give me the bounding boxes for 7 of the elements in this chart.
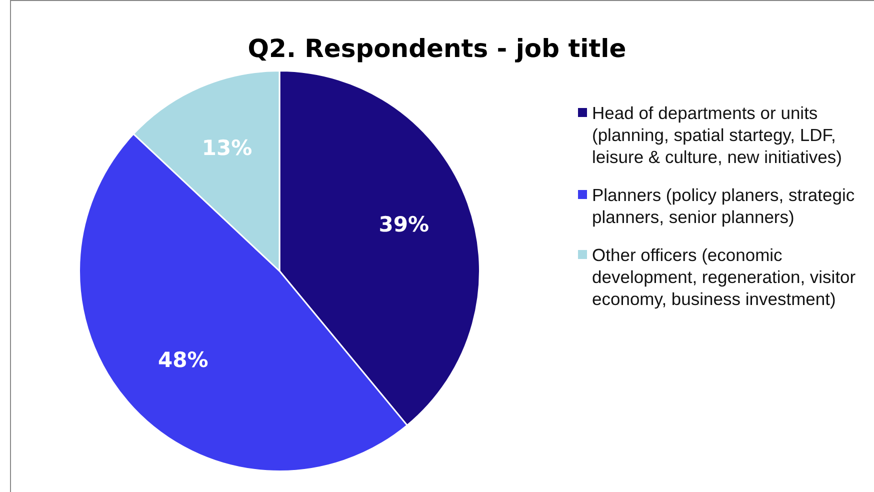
legend-label: Head of departments or units (planning, spatial startegy, LDF, leisure & culture, new initiatives) <box>592 102 843 168</box>
chart-title: Q2. Respondents - job title <box>246 34 628 63</box>
data-label: 39% <box>378 212 429 237</box>
legend-label: Other officers (economic development, regeneration, visitor economy, business investment) <box>592 244 857 310</box>
legend-label: Planners (policy planers, strategic planners, senior planners) <box>592 184 856 228</box>
data-label: 48% <box>158 348 208 372</box>
data-label: 13% <box>202 136 252 160</box>
